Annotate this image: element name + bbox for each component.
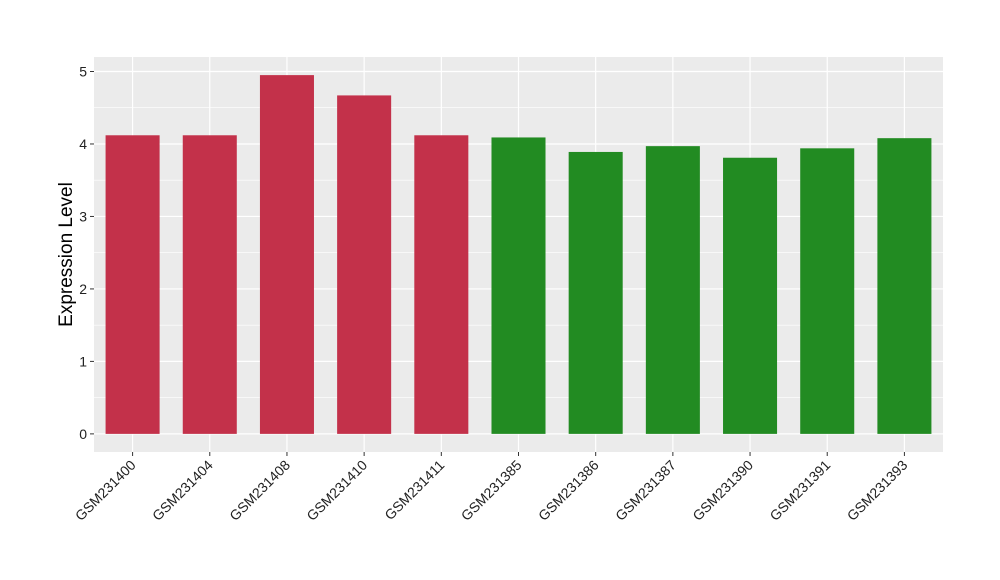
x-tick-label: GSM231408 — [226, 457, 293, 524]
bar-GSM231386 — [568, 151, 623, 434]
y-axis: 0 1 2 3 4 5 — [79, 63, 94, 442]
x-tick-label: GSM231400 — [72, 457, 139, 524]
bar-GSM231385 — [491, 137, 546, 434]
x-tick-label: GSM231410 — [303, 457, 370, 524]
x-tick-label: GSM231404 — [149, 457, 216, 524]
bars — [105, 75, 932, 434]
bar-GSM231390 — [723, 157, 778, 434]
y-tick-label: 0 — [79, 426, 87, 442]
x-axis: GSM231400 GSM231404 GSM231408 GSM231410 GSM2… — [72, 452, 911, 524]
x-tick-label: GSM231391 — [766, 457, 833, 524]
y-tick-label: 2 — [79, 281, 87, 297]
x-tick-label: GSM231393 — [844, 457, 911, 524]
bar-GSM231391 — [800, 148, 855, 434]
x-tick-label: GSM231390 — [689, 457, 756, 524]
bar-GSM231408 — [259, 75, 314, 434]
x-tick-label: GSM231386 — [535, 457, 602, 524]
x-tick-label: GSM231387 — [612, 457, 679, 524]
x-tick-label: GSM231411 — [381, 457, 447, 523]
bar-GSM231410 — [337, 95, 392, 434]
y-tick-label: 3 — [79, 208, 87, 224]
y-tick-label: 4 — [79, 136, 87, 152]
x-tick-label: GSM231385 — [458, 457, 525, 524]
bar-GSM231400 — [105, 135, 160, 434]
bar-GSM231411 — [414, 135, 469, 434]
bar-GSM231393 — [877, 138, 932, 434]
y-tick-label: 1 — [79, 353, 87, 369]
y-tick-label: 5 — [79, 63, 87, 79]
bar-GSM231387 — [645, 146, 700, 434]
y-axis-title: Expression Level — [56, 182, 77, 327]
bar-GSM231404 — [182, 135, 237, 434]
